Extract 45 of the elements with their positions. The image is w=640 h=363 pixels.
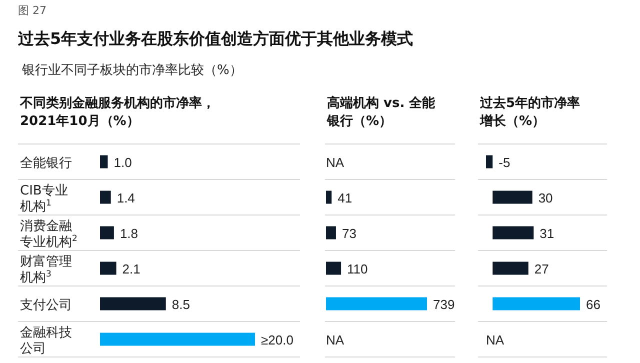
text: NA <box>326 332 344 348</box>
data-label: 73 <box>342 226 356 241</box>
chart-title: 高端机构 vs. 全能银行（%） <box>326 95 436 129</box>
y-tick-label: 消费金融专业机构$^{2}$ <box>20 218 78 250</box>
data-label: 27 <box>534 261 549 276</box>
data-label: 66 <box>586 296 600 312</box>
data-label: 30 <box>538 190 553 206</box>
data-label: 1.0 <box>114 154 132 170</box>
bar <box>326 262 342 275</box>
data-label: 1.4 <box>116 190 135 206</box>
y-tick-label: CIB专业机构$^{1}$ <box>20 183 68 214</box>
data-label: 2.1 <box>122 261 140 276</box>
bar <box>326 190 332 204</box>
data-label: 31 <box>540 226 554 241</box>
caption: 图 27 <box>18 4 46 17</box>
text: NA <box>486 332 504 348</box>
text: NA <box>326 154 344 170</box>
bar <box>492 297 580 310</box>
data-label: 41 <box>338 190 352 206</box>
y-tick-label: 支付公司 <box>20 298 72 313</box>
chart-title: 不同类别金融服务机构的市净率，2021年10月（%） <box>19 95 215 129</box>
data-label: 1.8 <box>120 226 138 241</box>
bar <box>492 262 528 275</box>
bar <box>492 226 534 240</box>
bar <box>100 297 166 310</box>
data-label: ≥20.0 <box>261 332 294 348</box>
text: 过去5年支付业务在股东价值创造方面优于其他业务模式 <box>17 29 414 48</box>
data-label: 8.5 <box>172 296 190 312</box>
text: 银行业不同子板块的市净率比较（%） <box>21 62 242 78</box>
bar <box>486 155 493 168</box>
bar <box>100 155 108 168</box>
data-label: 110 <box>347 261 368 276</box>
bar <box>100 190 111 204</box>
y-tick-label: 金融科技公司 <box>20 325 72 356</box>
bar <box>100 332 255 346</box>
bar <box>492 190 532 204</box>
y-tick-label: 全能银行 <box>20 156 72 171</box>
data-label: -5 <box>498 154 510 170</box>
bar <box>326 297 427 310</box>
bar <box>326 226 336 240</box>
data-label: 739 <box>433 296 455 312</box>
chart-title: 过去5年的市净率增长（%） <box>479 95 580 129</box>
bar <box>100 226 114 240</box>
bar <box>100 262 116 275</box>
y-tick-label: 财富管理机构$^{3}$ <box>20 253 72 286</box>
